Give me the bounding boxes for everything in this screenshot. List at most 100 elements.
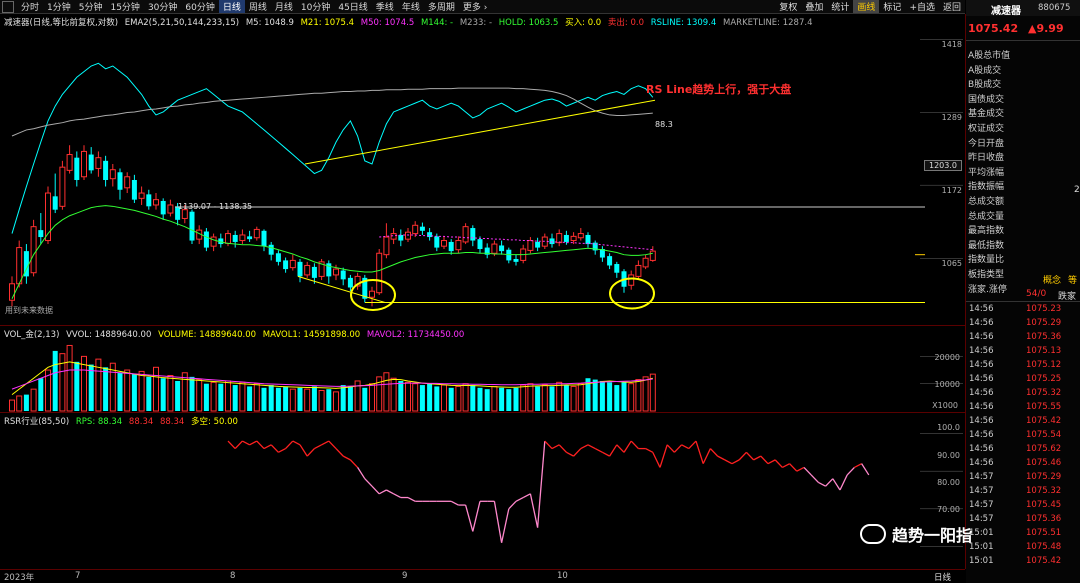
period-tab[interactable]: 更多 › (462, 3, 488, 13)
candle-body (527, 240, 534, 251)
main-axis-tick: 1065 (941, 259, 962, 268)
candle-body (289, 259, 296, 269)
rs-value-label: 88.3 (655, 120, 673, 129)
toolbar-action-button[interactable]: 复权 (779, 3, 798, 13)
volume-bar (109, 362, 116, 412)
period-tabs: 分时 1分钟 5分钟 15分钟 30分钟 60分钟 日线 周线 月线 10分钟 45日线 季线 年线 多周… (17, 0, 491, 13)
rsr-line-segment (774, 459, 783, 468)
candle-body (16, 247, 23, 285)
period-tab[interactable]: 周线 (248, 3, 267, 13)
volume-bar (592, 379, 598, 411)
period-tab[interactable]: 季线 (375, 3, 394, 13)
legend-hold: HOLD: 1063.5 (498, 18, 559, 28)
candle-body (419, 226, 425, 231)
legend-m144: M144: - (420, 18, 454, 28)
rsr-line-segment (760, 455, 769, 465)
rsr-axis-tick: 70.00 (937, 505, 960, 514)
divider (966, 40, 1080, 41)
volume-bar (153, 366, 159, 412)
toolbar-action-button[interactable]: +自选 (909, 3, 935, 13)
candle-body (599, 248, 605, 258)
rsr-line-segment (314, 444, 322, 450)
candle-body (304, 264, 311, 276)
period-tab[interactable]: 日线 (218, 0, 245, 13)
period-tab[interactable]: 1分钟 (47, 3, 71, 13)
price-change: ▲9.99 (1028, 22, 1064, 35)
candle-body (131, 179, 137, 200)
candle-body (499, 245, 505, 252)
vol-legend: VOL_金(2,13) VVOL: 14889640.00 VOLUME: 14… (4, 328, 468, 340)
quote-row-label: 总成交量 (968, 211, 1005, 222)
candle-body (146, 194, 152, 207)
index-name: 减速器 (991, 6, 1021, 17)
period-tab[interactable]: 10分钟 (300, 3, 331, 13)
rsr-line-segment (846, 466, 855, 476)
vol-legend-vvol: VVOL: 14889640.00 (66, 330, 152, 340)
legend-marketline: MARKETLINE: 1287.4 (723, 18, 813, 28)
rsr-line-segment (522, 493, 531, 499)
highlight-circle (609, 277, 655, 310)
vol-legend-volume: VOLUME: 14889640.00 (158, 330, 257, 340)
toolbar-action-button[interactable]: 叠加 (805, 3, 824, 13)
rsr-line-segment (407, 496, 416, 502)
rsr-line-segment (818, 481, 826, 487)
index-type-value-2: 等 (1068, 276, 1078, 286)
quote-panel: 减速器 880675 1075.42 ▲9.99 A股总市值 A股成交 B股成交 国债… (966, 0, 1080, 583)
period-tab[interactable]: 30分钟 (147, 3, 178, 13)
volume-bar (607, 382, 613, 411)
period-tab[interactable]: 年线 (401, 3, 420, 13)
rsr-legend-name: RSR行业(85,50) (4, 417, 70, 427)
volume-bar (175, 380, 181, 411)
quote-row-label: 基金成交 (968, 109, 1005, 120)
rsr-line-segment (803, 466, 812, 476)
vol-legend-mavol1: MAVOL1: 14591898.00 (262, 330, 361, 340)
toolbar-right-actions: 复权 叠加 统计 画线 标记 +自选 返回 (775, 0, 965, 13)
rsr-line-segment (745, 451, 755, 461)
tick-time: 15:01 (969, 542, 994, 552)
x-label-month: 9 (402, 571, 408, 581)
x-label-month: 8 (230, 571, 236, 581)
volume-bar (577, 383, 584, 412)
toolbar-action-button[interactable]: 标记 (883, 3, 902, 13)
toolbar-action-button[interactable]: 返回 (942, 3, 961, 13)
tick-time: 14:57 (969, 486, 994, 496)
candle-body (434, 236, 440, 248)
down-count-label: 跌家 (1058, 292, 1077, 302)
wechat-icon (860, 524, 886, 544)
candle-body (153, 199, 159, 206)
period-tab[interactable]: 45日线 (338, 3, 368, 13)
period-tab[interactable]: 60分钟 (185, 3, 215, 13)
period-tab[interactable]: 15分钟 (110, 3, 140, 13)
main-axis-tick: 1172 (941, 186, 962, 195)
toolbar-action-button[interactable]: 画线 (853, 0, 880, 13)
quote-row-label: 涨家.涨停 (968, 284, 1007, 295)
period-tab[interactable]: 5分钟 (78, 3, 103, 13)
candle-body (649, 250, 656, 261)
index-type-value: 概念 (1043, 276, 1062, 286)
period-tab[interactable]: 多周期 (427, 3, 455, 13)
future-data-label: 用到未来数据 (5, 306, 53, 315)
candle-body (268, 244, 274, 255)
rsr-line-segment (587, 444, 596, 450)
rsr-line-segment (328, 440, 337, 450)
amplitude-value: 2 (1074, 185, 1080, 195)
stock-chart[interactable] (0, 14, 965, 569)
tick-time: 14:57 (969, 472, 994, 482)
divider (966, 301, 1080, 302)
tick-price: 1075.42 (1026, 556, 1062, 566)
rsr-line-segment (335, 448, 344, 457)
volume-bar (95, 358, 102, 412)
period-tab[interactable]: 月线 (274, 3, 293, 13)
rsr-line-segment (386, 489, 394, 495)
candle-body (491, 243, 498, 254)
candle-body (38, 230, 44, 238)
volume-bar (362, 387, 368, 411)
period-tab[interactable]: 分时 (21, 3, 40, 13)
tick-time: 14:56 (969, 346, 994, 356)
toolbar-action-button[interactable]: 统计 (831, 3, 850, 13)
rsr-line-segment (782, 463, 790, 468)
toolbar-grip-icon[interactable] (2, 0, 14, 13)
volume-bar (304, 388, 311, 412)
volume-bar (333, 391, 339, 412)
rsr-line-segment (306, 448, 315, 457)
